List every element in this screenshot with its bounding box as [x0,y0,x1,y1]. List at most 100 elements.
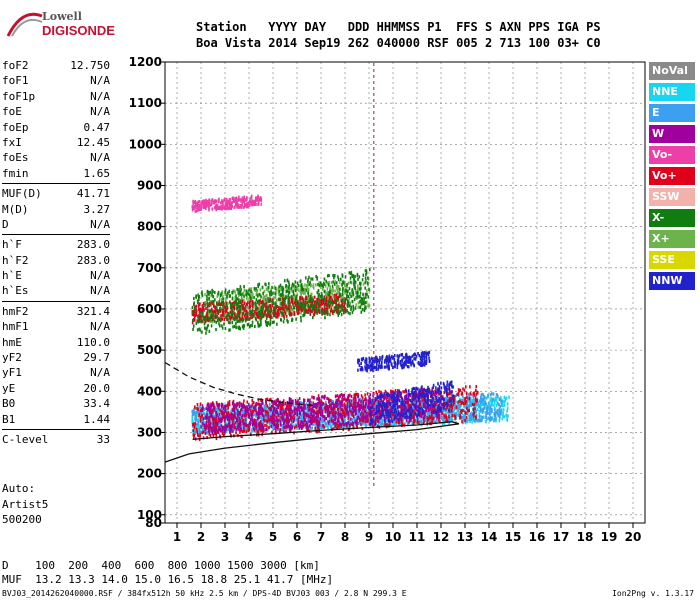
trace-point [380,423,382,427]
trace-point [408,355,411,359]
trace-point [324,424,326,429]
trace-point [272,427,274,432]
trace-point [313,417,316,421]
trace-point [328,410,331,415]
trace-point [318,416,321,421]
trace-point [294,426,296,430]
trace-point [319,401,322,405]
param-row: yF1 N/A [2,365,110,380]
trace-point [203,430,206,434]
trace-point [247,424,250,428]
trace-point [223,415,225,419]
trace-point [315,419,318,423]
trace-point [487,405,489,409]
trace-point [265,419,268,423]
trace-point [354,404,356,409]
trace-point [192,428,195,433]
trace-point [461,399,464,403]
trace-point [355,416,358,420]
trace-point [396,402,399,406]
trace-point [354,412,356,416]
trace-point [364,359,366,363]
trace-point [211,426,213,430]
trace-point [450,398,452,403]
trace-point [218,423,221,427]
trace-point [304,423,307,427]
trace-point [421,350,424,355]
trace-point [424,418,427,422]
trace-point [317,394,320,398]
trace-point [255,426,257,431]
trace-point [485,414,487,418]
trace-point [245,423,247,428]
trace-point [220,419,223,424]
trace-point [223,425,226,430]
trace-point [337,402,339,407]
trace-point [387,400,390,404]
trace-point [374,412,376,416]
trace-point [368,397,371,402]
trace-point [266,397,269,401]
trace-point [337,416,340,420]
trace-point [382,412,385,416]
trace-point [261,424,263,428]
trace-point [396,408,398,412]
trace-point [364,365,366,369]
trace-point [437,412,440,416]
trace-point [336,413,339,418]
trace-point [289,411,292,415]
trace-point [498,403,500,407]
trace-point [346,408,348,412]
trace-point [424,410,426,414]
trace-point [442,399,445,404]
trace-point [414,389,417,393]
trace-point [286,413,288,417]
trace-point [457,391,460,396]
y-tick-label: 500 [137,343,162,357]
trace-point [292,419,295,424]
trace-point [233,408,235,412]
trace-point [199,430,202,434]
trace-point [334,414,337,418]
trace-point [309,414,311,418]
trace-point [342,420,344,424]
trace-point [255,421,258,426]
trace-point [384,396,387,400]
trace-point [300,405,303,410]
trace-point [396,388,399,393]
trace-point [399,412,402,417]
trace-point [348,408,351,412]
trace-point [455,412,457,416]
trace-point [425,407,427,411]
trace-point [285,407,287,411]
trace-point [206,420,209,424]
trace-point [287,421,290,425]
trace-point [372,397,374,402]
trace-point [473,393,476,397]
trace-point [222,425,224,430]
trace-point [207,416,209,420]
trace-point [218,412,221,416]
trace-point [379,400,382,405]
trace-point [298,397,301,401]
trace-point [246,405,248,409]
trace-point [457,405,460,409]
param-row: foEp 0.47 [2,120,110,135]
trace-point [215,436,218,441]
trace-point [377,420,380,424]
trace-point [431,419,433,424]
trace-point [303,401,305,405]
trace-point [310,420,312,424]
trace-point [449,403,451,407]
trace-point [210,403,212,407]
trace-point [433,392,435,396]
trace-point [275,428,277,433]
trace-point [288,424,290,428]
param-row: C-level 33 [2,432,110,447]
trace-point [258,427,261,431]
trace-point [256,417,259,421]
trace-point [335,421,337,425]
trace-point [372,394,374,398]
trace-point [341,400,344,404]
trace-point [473,398,476,402]
